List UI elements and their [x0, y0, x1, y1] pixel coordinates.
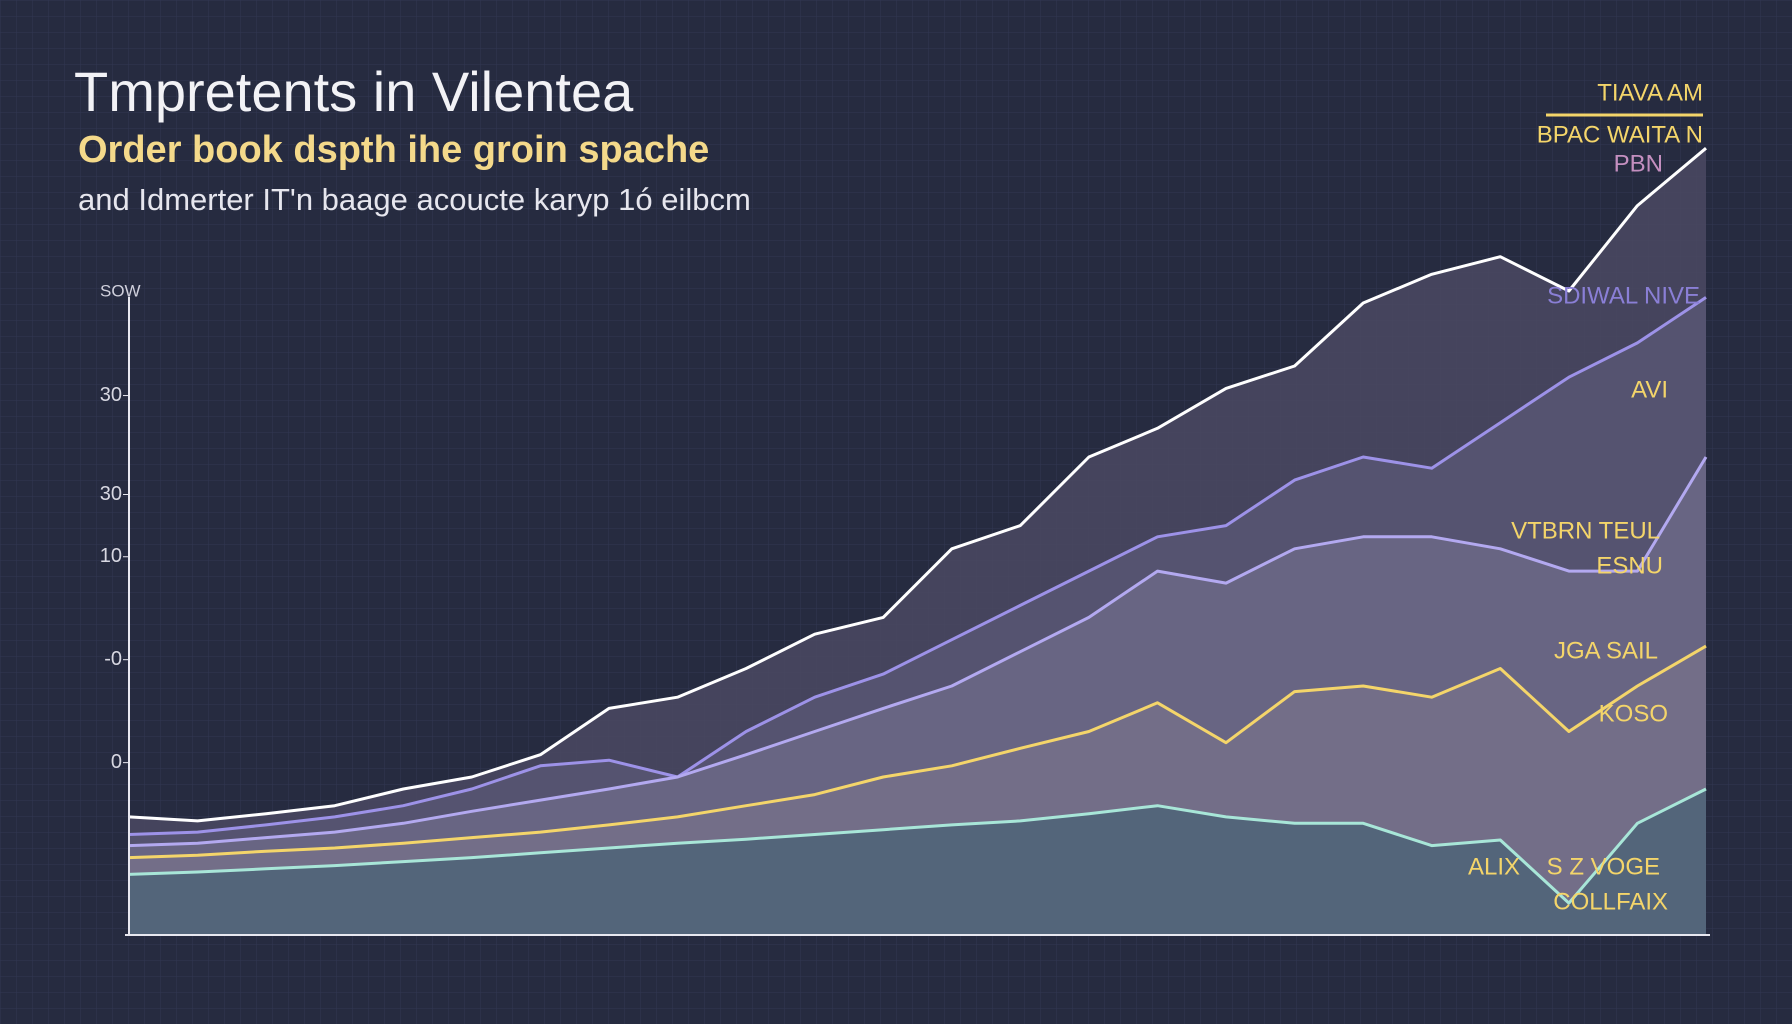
area-fill	[129, 789, 1706, 935]
legend-label: VTBRN TEUL	[1511, 517, 1660, 544]
annotation: ESNU	[1596, 552, 1663, 579]
annotation: COLLFAIX	[1553, 888, 1668, 915]
series-line	[128, 644, 1707, 860]
chart-caption: and Idmerter IT'n baage acoucte karyp 1ó…	[78, 182, 751, 217]
y-tick-label: -0	[104, 648, 122, 670]
legend-label: TIAVA AM	[1597, 79, 1703, 106]
y-tick-label: 30	[100, 384, 122, 406]
chart-title: Tmpretents in Vilentea	[74, 60, 634, 123]
annotation: KOSO	[1599, 700, 1668, 727]
legend-label: SDIWAL NIVE	[1547, 282, 1700, 309]
annotation: AVI	[1631, 376, 1668, 403]
plot-area	[128, 147, 1708, 935]
y-tick-label: 10	[100, 545, 122, 567]
annotation: PBN	[1614, 150, 1663, 177]
series-line	[128, 456, 1708, 848]
y-axis-label: SOW	[100, 281, 141, 300]
annotation: BPAC WAITA N	[1537, 121, 1703, 148]
annotation: ALIX	[1468, 853, 1520, 880]
series-line	[128, 296, 1707, 836]
series-line	[128, 787, 1707, 905]
legend-label: S Z VOGE	[1547, 853, 1660, 880]
series-line	[128, 147, 1707, 823]
chart-subtitle: Order book dspth ihe groin spache	[78, 129, 709, 171]
legend-label: JGA SAIL	[1554, 637, 1658, 664]
y-tick-label: 0	[111, 751, 122, 773]
y-tick-label: 30	[100, 483, 122, 505]
